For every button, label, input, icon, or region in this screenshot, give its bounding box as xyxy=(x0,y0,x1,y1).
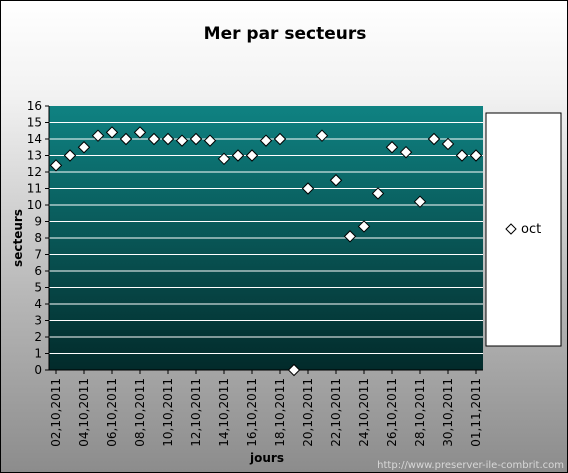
data-point xyxy=(273,132,287,146)
data-point xyxy=(133,126,147,139)
credit-text: http://www.preserver-ile-combrit.com xyxy=(377,460,564,471)
x-tick-label: 18,10,2011 xyxy=(273,378,287,447)
legend-label-oct: oct xyxy=(521,222,541,237)
x-axis-ticks: 02,10,2011 04,10,2011 06,10,2011 08,10,2011… xyxy=(49,370,483,447)
y-tick-label: 11 xyxy=(27,182,42,196)
y-tick-label: 8 xyxy=(34,231,42,245)
data-point xyxy=(203,134,217,147)
data-point xyxy=(329,174,343,187)
x-tick-label: 10,10,2011 xyxy=(161,378,175,447)
legend-box xyxy=(485,112,562,347)
data-point xyxy=(399,145,413,159)
x-tick-label: 02,10,2011 xyxy=(49,378,63,447)
y-tick-label: 1 xyxy=(34,347,42,361)
x-tick-label: 14,10,2011 xyxy=(217,378,231,447)
data-point xyxy=(455,149,469,162)
y-tick-label: 9 xyxy=(34,215,42,229)
data-point xyxy=(161,132,175,146)
data-point xyxy=(245,149,259,162)
x-tick-label: 28,10,2011 xyxy=(413,378,427,447)
y-tick-label: 5 xyxy=(34,281,42,295)
data-point xyxy=(427,132,441,146)
y-tick-label: 7 xyxy=(34,248,42,262)
y-tick-label: 10 xyxy=(27,198,42,212)
data-point xyxy=(63,149,77,162)
data-point xyxy=(343,230,357,243)
y-tick-label: 13 xyxy=(27,149,42,163)
data-point xyxy=(147,132,161,146)
y-tick-label: 0 xyxy=(34,363,42,377)
data-point xyxy=(315,129,329,142)
data-point xyxy=(119,132,133,146)
data-point xyxy=(231,149,245,162)
y-tick-label: 3 xyxy=(34,314,42,328)
data-point xyxy=(441,137,455,151)
x-tick-label: 20,10,2011 xyxy=(301,378,315,447)
legend: oct xyxy=(485,112,562,347)
data-point xyxy=(301,182,315,195)
y-tick-label: 4 xyxy=(34,297,42,311)
x-tick-label: 06,10,2011 xyxy=(105,378,119,447)
data-point xyxy=(175,134,189,147)
data-point xyxy=(413,195,427,208)
x-axis-title: jours xyxy=(249,451,284,465)
x-tick-label: 12,10,2011 xyxy=(189,378,203,447)
y-tick-label: 6 xyxy=(34,264,42,278)
data-point xyxy=(49,159,63,172)
data-point xyxy=(371,187,385,200)
y-tick-label: 12 xyxy=(27,165,42,179)
data-point xyxy=(91,129,105,142)
y-tick-label: 15 xyxy=(27,116,42,130)
x-tick-label: 01,11,2011 xyxy=(469,378,483,447)
data-point xyxy=(189,132,203,146)
x-tick-label: 26,10,2011 xyxy=(385,378,399,447)
y-tick-label: 2 xyxy=(34,330,42,344)
data-point xyxy=(259,134,273,147)
y-axis-title: secteurs xyxy=(11,209,25,267)
x-tick-label: 04,10,2011 xyxy=(77,378,91,447)
data-point xyxy=(357,220,371,233)
x-tick-label: 08,10,2011 xyxy=(133,378,147,447)
x-tick-label: 16,10,2011 xyxy=(245,378,259,447)
data-points xyxy=(49,126,483,377)
y-tick-label: 16 xyxy=(27,99,42,113)
legend-marker-diamond xyxy=(505,223,517,235)
data-point xyxy=(105,126,119,139)
y-tick-label: 14 xyxy=(27,132,42,146)
x-tick-label: 24,10,2011 xyxy=(357,378,371,447)
x-tick-label: 30,10,2011 xyxy=(441,378,455,447)
data-point xyxy=(385,141,399,154)
data-point xyxy=(287,363,301,377)
data-point xyxy=(217,152,231,166)
data-point xyxy=(77,141,91,154)
x-tick-label: 22,10,2011 xyxy=(329,378,343,447)
data-point xyxy=(469,149,483,162)
chart-title: Mer par secteurs xyxy=(204,24,367,44)
